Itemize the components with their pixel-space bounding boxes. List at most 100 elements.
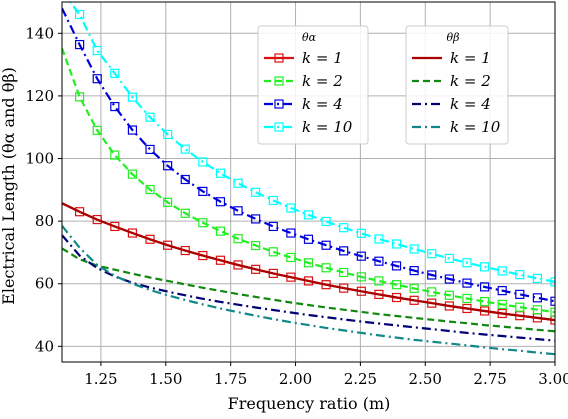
data-point: [391, 280, 402, 290]
y-axis-label: Electrical Length (θα and θβ): [0, 67, 18, 305]
y-tick-label: 120: [25, 87, 54, 105]
y-tick-label: 60: [35, 275, 54, 293]
data-point: [444, 253, 454, 263]
y-tick-label: 100: [25, 150, 54, 168]
data-point: [374, 276, 384, 286]
data-point: [515, 289, 525, 299]
data-point: [550, 307, 555, 317]
legend-entry-label: k = 10: [450, 118, 501, 136]
data-point: [180, 144, 190, 154]
data-point: [268, 221, 278, 232]
data-point: [145, 112, 155, 122]
data-point: [427, 270, 437, 280]
data-point: [497, 266, 507, 276]
data-point: [127, 125, 138, 135]
data-point: [550, 296, 555, 306]
data-point: [215, 197, 226, 207]
y-tick-label: 140: [25, 24, 54, 42]
series-alpha-k10: [68, 2, 555, 287]
data-point: [198, 186, 208, 196]
data-point: [163, 161, 173, 171]
data-point: [409, 244, 419, 254]
data-point: [92, 74, 102, 84]
data-point: [180, 174, 190, 185]
x-tick-label: 2.00: [279, 370, 312, 388]
legend-title: θβ: [447, 31, 460, 44]
y-tick-label: 80: [35, 212, 54, 230]
data-point: [356, 228, 366, 238]
data-point: [497, 286, 507, 296]
data-point: [427, 249, 437, 259]
x-tick-label: 3.00: [538, 370, 568, 388]
series-line: [62, 202, 555, 322]
data-point: [215, 226, 226, 236]
data-point: [321, 240, 331, 250]
data-point: [479, 262, 490, 272]
axes-box: [61, 1, 556, 363]
data-point: [110, 101, 120, 112]
series-beta-k1: [62, 202, 555, 322]
data-point: [268, 195, 278, 206]
x-tick-label: 1.25: [84, 370, 117, 388]
data-point: [92, 45, 102, 56]
data-point: [479, 296, 490, 307]
data-point: [356, 272, 366, 282]
x-axis-label: Frequency ratio (m): [228, 394, 391, 413]
series-line: [62, 225, 555, 356]
data-point: [75, 39, 85, 50]
legend-title: θα: [302, 31, 317, 44]
data-point: [75, 9, 85, 20]
data-point: [110, 150, 120, 160]
data-point: [145, 184, 155, 195]
data-point: [286, 203, 296, 213]
data-point: [303, 234, 314, 244]
legend-entry-label: k = 1: [450, 49, 491, 67]
data-point: [75, 92, 85, 102]
legends: θα k = 1 k = 2 k = 4 k = 10 θβ k = 1 k = 2 k = 4…: [257, 25, 509, 145]
data-point: [233, 178, 243, 188]
tick-labels: 1.25 1.50 1.75 2.00 2.25 2.50 2.75 3.00 40 60 80 10…: [25, 24, 568, 388]
data-point: [356, 251, 366, 261]
series-beta-k2: [62, 247, 555, 333]
legend-swatch-marker: [274, 53, 284, 63]
legend-entry-label: k = 4: [450, 95, 491, 113]
x-tick-label: 2.50: [409, 370, 442, 388]
data-point: [92, 214, 102, 225]
legend-box: [257, 25, 369, 145]
data-point: [110, 221, 120, 232]
legend-box: [405, 25, 509, 145]
data-point: [462, 278, 472, 288]
data-point: [391, 261, 402, 271]
x-tick-label: 1.75: [214, 370, 247, 388]
data-point: [532, 293, 542, 303]
data-point: [286, 252, 296, 263]
data-point: [444, 290, 454, 300]
series-line: [62, 234, 555, 342]
series-line: [62, 247, 555, 333]
data-point: [198, 218, 208, 228]
legend-entry-label: k = 2: [450, 72, 491, 90]
series-alpha-k4: [62, 7, 555, 306]
x-tick-label: 2.25: [344, 370, 377, 388]
data-point: [515, 302, 525, 312]
legend-entry-label: k = 4: [302, 95, 343, 113]
data-point: [233, 234, 243, 244]
data-point: [462, 258, 472, 268]
data-point: [409, 283, 419, 294]
series-alpha-k2: [62, 47, 555, 317]
series-beta-k4: [62, 234, 555, 342]
data-point: [303, 258, 314, 268]
data-point: [180, 245, 190, 256]
data-point: [268, 247, 278, 257]
data-point: [374, 234, 384, 244]
series-line: [62, 47, 555, 314]
data-point: [92, 125, 102, 135]
data-point: [339, 246, 349, 256]
data-point: [145, 234, 155, 244]
data-point: [409, 265, 419, 276]
series-lines: [62, 2, 555, 356]
data-point: [251, 240, 261, 251]
data-point: [497, 299, 507, 309]
